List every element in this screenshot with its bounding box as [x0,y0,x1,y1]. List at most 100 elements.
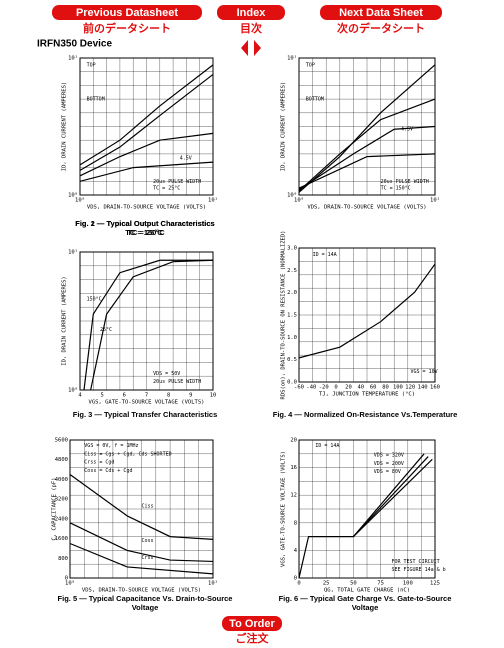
next-label[interactable]: Next Data Sheet [339,7,423,19]
x-tick-label: 75 [377,581,384,587]
y-tick-label: 2.5 [287,268,297,274]
annotation: 150°C [87,296,102,302]
caption: TC = 25°C [127,228,163,237]
previous-button[interactable] [52,5,202,20]
annotation: VGS = 10V [411,369,438,375]
x-tick-label: 40 [358,385,365,391]
annotation: TC = 25°C [153,186,180,192]
x-tick-label: 7 [145,393,148,399]
x-tick-label: -60 [294,385,304,391]
x-tick-label: 10⁰ [65,580,75,587]
previous-jp[interactable]: 前のデータシート [83,21,171,35]
index-jp[interactable]: 目次 [240,21,262,35]
x-tick-label: -20 [319,385,329,391]
x-tick-label: 125 [430,581,440,587]
curve [352,456,429,538]
caption: Fig. 6 — Typical Gate Charge Vs. Gate-to… [279,594,452,603]
x-axis-label: VGS, GATE-TO-SOURCE VOLTAGE (VOLTS) [89,400,205,406]
curve [69,474,214,540]
x-tick-label: 120 [405,385,415,391]
y-axis-label: ID, DRAIN CURRENT (AMPERES) [62,276,68,365]
caption: Fig. 1 — Typical Output Characteristics [75,219,214,228]
annotation: TOP [87,62,96,68]
annotation: 4.5V [401,127,413,133]
x-tick-label: 8 [167,393,170,399]
curve [298,64,436,193]
x-axis-label: QG, TOTAL GATE CHARGE (nC) [324,588,410,594]
annotation: ID = 14A [313,252,337,258]
curve [298,453,425,579]
curve [298,263,436,359]
y-tick-label: 1.0 [287,335,297,341]
annotation: 25°C [100,327,112,333]
x-axis-label: VDS, DRAIN-TO-SOURCE VOLTAGE (VOLTS) [87,205,206,211]
caption: Fig. 2 — Typical Output Characteristics [75,219,214,228]
next-jp[interactable]: 次のデータシート [337,21,425,35]
annotation: BOTTOM [306,97,324,103]
annotation: SEE FIGURE 14a & b [391,567,445,573]
x-tick-label: 10¹ [208,580,218,587]
y-tick-label: 5600 [55,438,68,444]
caption: Fig. 3 — Typical Transfer Characteristic… [73,410,218,419]
annotation: 20us PULSE WIDTH [153,179,201,185]
y-tick-label: 8 [294,520,297,526]
caption: TC = 150°C [125,228,165,237]
next-arrow[interactable] [254,40,261,56]
prev-arrow[interactable] [241,40,248,56]
x-tick-label: 6 [123,393,126,399]
next-button[interactable] [320,5,442,20]
curve [79,64,214,166]
x-tick-label: 10⁰ [294,197,304,204]
y-tick-label: 10⁰ [68,387,78,394]
y-tick-label: 4 [294,548,298,554]
y-tick-label: 1.5 [287,313,297,319]
caption: Fig. 5 — Typical Capacitance Vs. Drain-t… [58,594,233,603]
annotation: Coss = Cds + Cgd [84,468,132,474]
x-tick-label: 0 [297,581,300,587]
annotation: VDS = 320V [374,453,404,459]
y-tick-label: 800 [58,556,68,562]
order-jp[interactable]: ご注文 [236,631,270,645]
curve [90,259,214,391]
curve [69,522,214,563]
index-button[interactable] [217,5,285,20]
x-tick-label: 10¹ [430,197,440,204]
curve [298,153,436,189]
annotation: Ciss [142,504,154,510]
annotation: BOTTOM [87,97,105,103]
annotation: 20us PULSE WIDTH [153,379,201,385]
index-label[interactable]: Index [237,7,267,19]
x-tick-label: -40 [306,385,316,391]
y-tick-label: 10¹ [68,249,78,256]
y-tick-label: 3200 [55,497,68,503]
caption: Voltage [132,603,159,612]
order-button[interactable] [222,616,282,631]
annotation: 4.5V [180,156,192,162]
curve [352,458,433,538]
annotation: Crss [142,555,154,561]
previous-label[interactable]: Previous Datasheet [76,7,178,19]
curve [79,161,214,182]
x-tick-label: 4 [78,393,82,399]
curve [79,73,214,171]
annotation: TC = 150°C [381,186,411,192]
y-tick-label: 2400 [55,516,68,522]
annotation: VDS = 80V [374,469,401,475]
x-tick-label: 10 [210,393,217,399]
x-tick-label: 25 [323,581,330,587]
x-tick-label: 160 [430,385,440,391]
x-tick-label: 100 [393,385,403,391]
y-tick-label: 0 [65,576,68,582]
annotation: TOP [306,62,315,68]
x-axis-label: TJ, JUNCTION TEMPERATURE (°C) [319,392,415,398]
y-tick-label: 0.0 [287,380,297,386]
y-axis-label: RDS(on), DRAIN-TO-SOURCE ON RESISTANCE (… [281,231,287,400]
y-tick-label: 0.5 [287,357,297,363]
annotation: FOR TEST CIRCUIT [391,559,439,565]
y-tick-label: 0 [294,576,297,582]
curve [79,132,214,177]
x-tick-label: 9 [189,393,192,399]
y-tick-label: 4800 [55,457,68,463]
y-tick-label: 10⁰ [287,192,297,199]
order-label[interactable]: To Order [229,618,275,630]
